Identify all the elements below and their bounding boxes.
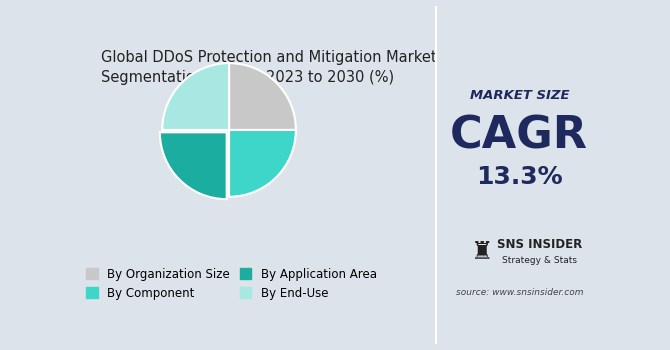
Wedge shape xyxy=(162,63,229,130)
Text: MARKET SIZE: MARKET SIZE xyxy=(470,89,569,103)
Text: source: www.snsinsider.com: source: www.snsinsider.com xyxy=(456,288,583,297)
Text: Strategy & Stats: Strategy & Stats xyxy=(502,256,577,265)
Text: 13.3%: 13.3% xyxy=(476,165,563,189)
Wedge shape xyxy=(160,132,226,199)
Text: CAGR: CAGR xyxy=(450,115,588,158)
Text: ♜: ♜ xyxy=(471,240,494,264)
Wedge shape xyxy=(229,63,296,130)
Wedge shape xyxy=(229,130,296,197)
Text: SNS INSIDER: SNS INSIDER xyxy=(496,238,582,251)
Legend: By Organization Size, By Component, By Application Area, By End-Use: By Organization Size, By Component, By A… xyxy=(80,262,383,306)
Text: Global DDoS Protection and Mitigation Market
Segmentation Size by 2023 to 2030 (: Global DDoS Protection and Mitigation Ma… xyxy=(101,50,437,85)
